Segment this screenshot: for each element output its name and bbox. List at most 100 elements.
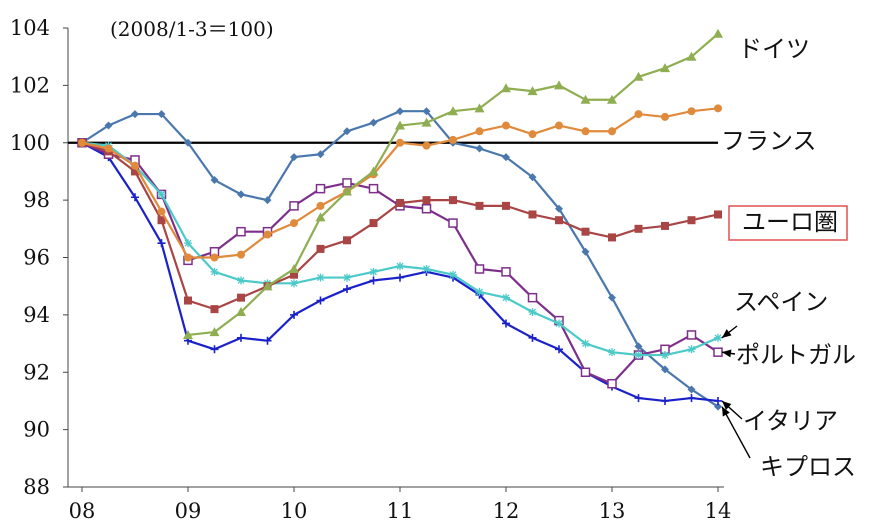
- data-point: [501, 83, 511, 93]
- arrow-head: [722, 400, 732, 410]
- data-point: [528, 333, 537, 342]
- data-point: [396, 262, 404, 271]
- data-point: [528, 173, 537, 182]
- data-point: [315, 212, 326, 222]
- data-point: [184, 239, 192, 248]
- data-point: [474, 103, 485, 113]
- data-point: [78, 138, 86, 147]
- data-point: [157, 207, 166, 216]
- data-point: [580, 94, 591, 104]
- data-point: [555, 216, 563, 225]
- data-point: [369, 118, 378, 127]
- data-point: [422, 107, 431, 116]
- data-point: [237, 293, 245, 302]
- data-point: [184, 296, 192, 305]
- data-point: [687, 394, 696, 403]
- leader-arrow: [721, 406, 751, 459]
- data-point: [608, 127, 616, 136]
- data-point: [422, 141, 431, 150]
- data-point: [236, 226, 246, 237]
- data-point: [422, 264, 431, 273]
- data-point: [660, 63, 670, 73]
- data-point: [343, 285, 351, 294]
- data-point: [634, 342, 643, 351]
- data-point: [608, 348, 616, 357]
- data-point: [343, 236, 351, 245]
- data-point: [661, 396, 669, 405]
- arrow-head: [722, 406, 730, 417]
- series-label: ドイツ: [738, 35, 810, 63]
- data-point: [449, 135, 457, 144]
- data-point: [581, 339, 590, 348]
- data-point: [369, 276, 378, 285]
- series-label: スペイン: [734, 288, 828, 316]
- data-point: [421, 117, 432, 127]
- data-point: [184, 253, 192, 262]
- data-point: [634, 394, 643, 403]
- data-point: [237, 276, 245, 285]
- y-tick-label: 88: [23, 475, 50, 499]
- x-tick-label: 11: [387, 499, 414, 523]
- data-point: [422, 196, 431, 205]
- data-point: [289, 201, 299, 211]
- data-point: [263, 196, 272, 205]
- data-point: [475, 201, 484, 210]
- data-point: [687, 107, 696, 116]
- data-point: [555, 204, 563, 213]
- series-3: [78, 138, 722, 360]
- data-point: [607, 94, 617, 104]
- series-label: フランス: [721, 127, 817, 155]
- data-point: [290, 153, 298, 162]
- data-point: [634, 110, 643, 119]
- data-point: [714, 210, 722, 219]
- data-point: [290, 270, 298, 279]
- data-point: [157, 110, 166, 119]
- data-point: [395, 120, 405, 130]
- data-point: [131, 167, 139, 176]
- data-point: [714, 333, 722, 342]
- data-point: [263, 230, 272, 239]
- data-point: [316, 273, 325, 282]
- data-point: [209, 327, 220, 337]
- data-point: [131, 193, 139, 202]
- data-point: [368, 166, 379, 176]
- series-label: イタリア: [743, 407, 838, 435]
- axes: 88 90 92 94 96 98 100 102 104 08 09 10 11 12 13 14: [10, 16, 731, 523]
- data-point: [237, 333, 245, 342]
- x-tick-label: 13: [599, 499, 626, 523]
- data-point: [157, 190, 166, 199]
- data-point: [714, 104, 722, 113]
- y-tick-label: 102: [10, 73, 50, 97]
- data-point: [210, 176, 219, 185]
- data-point: [581, 127, 590, 136]
- data-point: [237, 190, 245, 199]
- data-point: [131, 110, 139, 119]
- data-point: [527, 292, 538, 303]
- data-point: [449, 196, 457, 205]
- data-point: [316, 150, 325, 159]
- data-point: [448, 218, 458, 228]
- data-point: [184, 138, 192, 147]
- data-point: [237, 250, 245, 259]
- data-point: [528, 308, 537, 317]
- data-point: [157, 239, 166, 248]
- data-point: [502, 121, 510, 130]
- data-point: [527, 86, 538, 96]
- data-point: [290, 279, 298, 288]
- data-point: [501, 267, 511, 277]
- series-6: [78, 107, 722, 411]
- series-label: ポルトガル: [736, 341, 856, 369]
- data-point: [396, 138, 404, 147]
- data-point: [608, 293, 616, 302]
- data-point: [474, 264, 485, 274]
- data-point: [686, 51, 697, 61]
- data-point: [580, 367, 591, 377]
- chart-annotation: (2008/1-3＝100): [110, 17, 274, 41]
- data-point: [289, 263, 299, 273]
- data-point: [661, 365, 669, 374]
- data-point: [687, 216, 696, 225]
- data-point: [315, 183, 326, 194]
- x-tick-label: 12: [493, 499, 520, 523]
